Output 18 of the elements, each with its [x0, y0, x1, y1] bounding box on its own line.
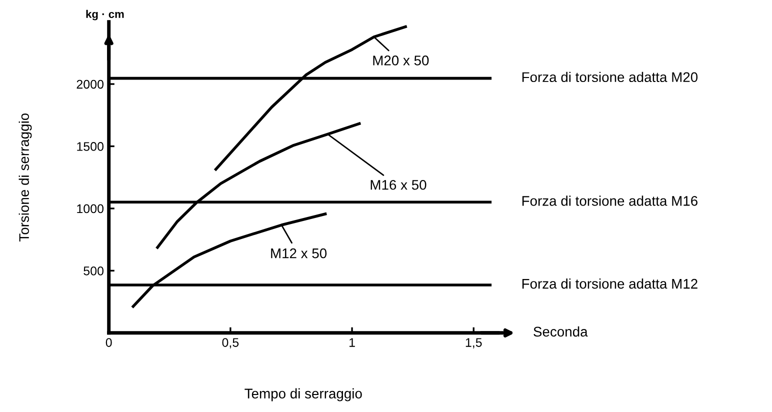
x-axis-title: Tempo di serraggio: [244, 388, 362, 402]
y-tick-label: 1000: [77, 204, 104, 214]
x-tick-label: 1,5: [466, 338, 482, 348]
y-axis-title: Torsione di serraggio: [18, 113, 32, 242]
ref-line-label: Forza di torsione adatta M20: [522, 72, 698, 82]
annotation: M16 x 50: [370, 180, 426, 190]
y-tick-label: 1500: [77, 142, 104, 151]
x-tick-label: 1: [350, 338, 355, 347]
annotation: M20 x 50: [373, 56, 429, 66]
annotation: M12 x 50: [271, 248, 327, 258]
y-tick-label: 2000: [76, 80, 104, 89]
ref-line-label: Forza di torsione adatta M12: [522, 278, 698, 289]
text: kg · cm: [86, 10, 124, 20]
ref-line-label: Forza di torsione adatta M16: [522, 196, 698, 206]
x-tick-label: 0,5: [222, 338, 239, 348]
text: Seconda: [534, 326, 588, 337]
x-tick-label: 0: [106, 338, 112, 347]
y-tick-label: 500: [84, 266, 104, 276]
